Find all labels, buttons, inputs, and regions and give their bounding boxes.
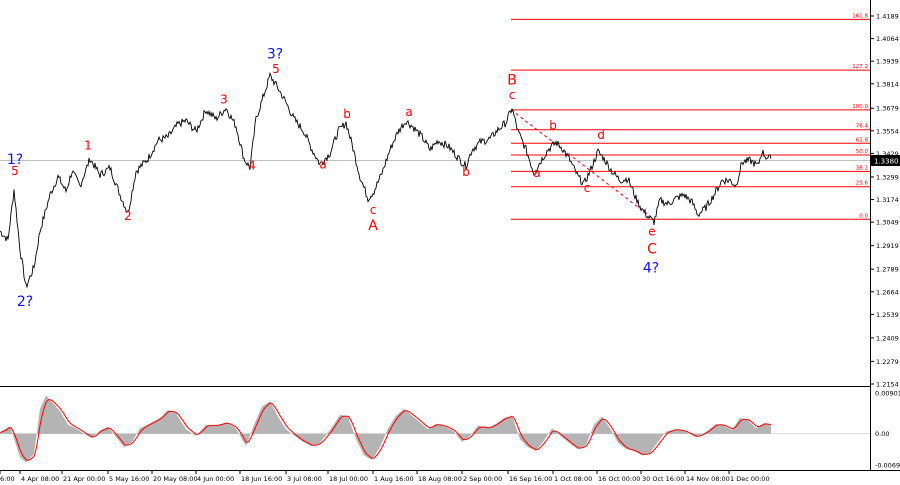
- wave-label: e: [648, 225, 655, 239]
- time-tick-label: 4 Jun 00:00: [197, 475, 234, 483]
- oscillator-tick-label: -0.00692: [875, 462, 900, 470]
- fib-level-label: 76.4: [856, 124, 869, 130]
- price-tick-label: 1.2409: [876, 334, 899, 342]
- fib-level-label: 61.8: [856, 137, 869, 143]
- fib-level-label: 127.2: [852, 64, 868, 70]
- current-price-tag: 1.3380: [871, 155, 900, 166]
- wave-label: 4: [248, 159, 256, 173]
- oscillator: [0, 395, 870, 463]
- oscillator-tick-label: 0.00: [875, 430, 889, 438]
- fibonacci-trendline: [510, 109, 655, 220]
- wave-label: b: [549, 119, 557, 133]
- price-tick-label: 1.2789: [876, 266, 899, 274]
- time-tick-label: 20 May 08:00: [153, 475, 198, 483]
- wave-label: 4?: [643, 261, 659, 277]
- wave-label: 1: [84, 139, 92, 153]
- price-tick-label: 1.2154: [876, 381, 899, 389]
- wave-label: c: [584, 181, 591, 195]
- price-line: [0, 71, 772, 289]
- fib-level-label: 38.2: [856, 165, 868, 171]
- price-tick-label: 1.4064: [876, 35, 899, 43]
- time-tick-label: 3 Jul 08:00: [287, 475, 322, 483]
- time-tick-label: 1 Dec 00:00: [730, 475, 770, 483]
- fib-level-label: 100.0: [852, 104, 868, 110]
- time-tick-label: 18 Jul 00:00: [329, 475, 368, 483]
- time-tick-label: 1 Aug 16:00: [374, 475, 414, 483]
- wave-label: B: [507, 73, 517, 89]
- time-tick-label: 21 Apr 00:00: [63, 475, 105, 483]
- wave-label: 5: [272, 62, 280, 76]
- oscillator-axis: 0.00901 0.00 -0.00692: [875, 390, 900, 470]
- fib-level-label: 161.8: [852, 13, 868, 19]
- fibonacci-levels: 161.8 127.2 100.0 76.4 61.8 50.0 38.2 23.6 0.0: [511, 13, 870, 220]
- price-axis: 1.4189 1.4064 1.3939 1.3814 1.3679 1.3554 1.34…: [870, 13, 899, 389]
- price-tick-label: 1.3429: [876, 150, 899, 158]
- wave-label: c: [509, 88, 516, 102]
- fib-level-label: 23.6: [856, 181, 869, 187]
- wave-label: 5: [11, 164, 19, 178]
- time-tick-label: 2 Sep 00:00: [463, 475, 502, 483]
- fib-anchor-line: [510, 109, 655, 220]
- fib-level-label: 0.0: [859, 213, 868, 219]
- price-tick-label: 1.2539: [876, 311, 899, 319]
- price-tick-label: 1.2919: [876, 242, 899, 250]
- time-tick-label: 18 Aug 08:00: [418, 475, 462, 483]
- price-tick-label: 1.3174: [876, 196, 899, 204]
- price-tick-label: 1.3299: [876, 173, 899, 181]
- wave-label: 2?: [17, 294, 33, 310]
- price-tick-label: 1.2664: [876, 288, 899, 296]
- wave-label: 1?: [7, 152, 23, 168]
- price-tick-label: 1.3814: [876, 80, 899, 88]
- oscillator-signal-line: [0, 399, 772, 461]
- price-tick-label: 1.4189: [876, 13, 899, 21]
- fib-level-label: 50.0: [856, 149, 869, 155]
- time-axis: 6:00 4 Apr 08:00 21 Apr 00:00 5 May 16:00 20…: [0, 470, 770, 483]
- wave-label: 3?: [267, 46, 283, 62]
- wave-label: b: [462, 165, 470, 179]
- wave-label: 3: [220, 93, 228, 107]
- price-tick-label: 1.2279: [876, 358, 899, 366]
- wave-label: c: [370, 203, 377, 217]
- time-tick-label: 5 May 16:00: [109, 475, 149, 483]
- price-tick-label: 1.3679: [876, 105, 899, 113]
- time-tick-label: 16 Sep 16:00: [509, 475, 552, 483]
- price-tick-label: 1.3049: [876, 219, 899, 227]
- time-tick-label: 16 Oct 00:00: [598, 475, 640, 483]
- wave-label: d: [597, 128, 605, 142]
- price-tick-label: 1.3939: [876, 58, 899, 66]
- wave-label: b: [343, 107, 351, 121]
- price-series: [0, 71, 772, 289]
- oscillator-tick-label: 0.00901: [875, 390, 900, 398]
- current-price-label: 1.3380: [874, 158, 899, 166]
- time-tick-label: 4 Apr 08:00: [21, 475, 59, 483]
- wave-label: C: [647, 242, 657, 258]
- wave-label: 2: [124, 209, 132, 223]
- wave-label: a: [405, 105, 412, 119]
- oscillator-histogram: [0, 395, 771, 463]
- time-tick-label: 14 Nov 08:00: [686, 475, 730, 483]
- price-tick-label: 1.3554: [876, 127, 899, 135]
- time-tick-label: 30 Oct 16:00: [642, 475, 684, 483]
- time-tick-label: 18 Jun 16:00: [241, 475, 282, 483]
- time-tick-label: 6:00: [0, 475, 15, 483]
- wave-label: a: [533, 166, 540, 180]
- time-tick-label: 1 Oct 08:00: [554, 475, 592, 483]
- wave-label: a: [319, 158, 326, 172]
- wave-label: A: [368, 218, 378, 234]
